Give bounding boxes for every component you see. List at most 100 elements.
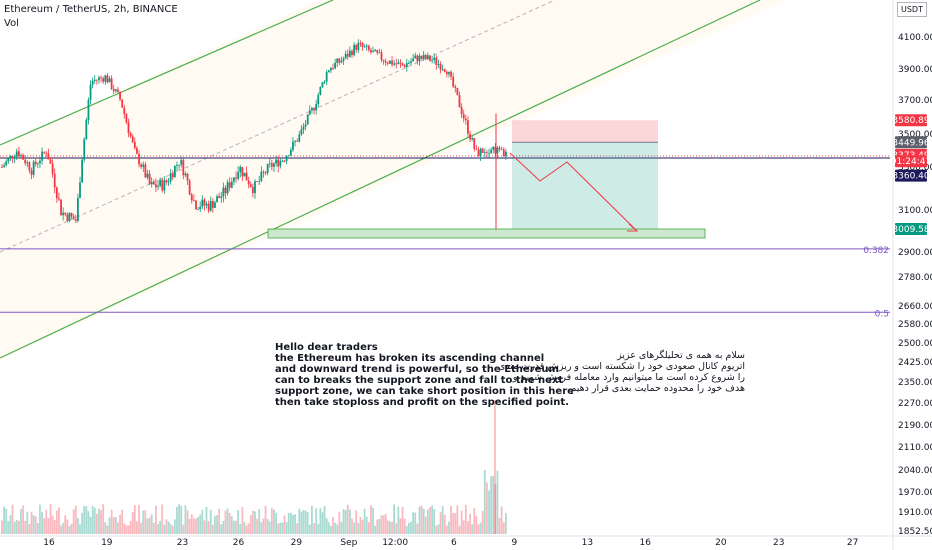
volume-bar	[426, 509, 429, 534]
volume-bar	[359, 516, 362, 534]
candle-body	[391, 60, 393, 65]
volume-bar	[287, 513, 290, 534]
volume-bar	[129, 520, 132, 534]
volume-bar	[471, 524, 474, 534]
channel-fill	[0, 0, 786, 360]
candle-body	[218, 196, 221, 199]
volume-bar	[104, 522, 107, 534]
volume-bar	[119, 514, 121, 534]
candle-body	[58, 198, 60, 200]
candle-body	[157, 185, 159, 188]
volume-bar	[342, 509, 345, 534]
candle-body	[142, 164, 145, 167]
candle-body	[445, 71, 448, 75]
candle-body	[344, 53, 347, 59]
volume-bar	[89, 516, 92, 534]
candle-body	[28, 162, 31, 171]
price-tick-label: 3100.00	[898, 206, 932, 216]
volume-bar	[121, 509, 124, 534]
volume-bar	[467, 521, 469, 534]
volume-bar	[26, 511, 29, 534]
volume-bar	[243, 521, 246, 534]
candle-body	[11, 155, 14, 159]
time-tick-label: 9	[512, 538, 518, 548]
candle-body	[355, 45, 358, 50]
candle-body	[424, 54, 427, 60]
candle-body	[467, 120, 469, 134]
volume-bar	[70, 523, 73, 534]
candle-body	[346, 53, 349, 57]
currency-selector[interactable]: USDT	[897, 2, 927, 17]
candle-body	[268, 163, 271, 164]
volume-bar	[420, 505, 423, 534]
price-tick-label: 2270.00	[898, 399, 932, 409]
volume-bar	[22, 505, 24, 534]
candle-body	[197, 209, 199, 210]
candle-body	[148, 173, 151, 185]
volume-bar	[408, 522, 410, 534]
volume-bar	[45, 509, 48, 534]
volume-bar	[300, 511, 303, 534]
volume-bar	[382, 515, 385, 534]
volume-bar	[279, 522, 282, 534]
volume-bar	[55, 510, 58, 534]
volume-bar	[251, 510, 254, 534]
price-badge-label: 3580.89	[892, 116, 929, 126]
candle-body	[205, 203, 208, 206]
time-tick-label: 26	[233, 538, 245, 548]
candle-body	[77, 197, 79, 221]
volume-bar	[431, 505, 433, 534]
candle-body	[313, 108, 315, 111]
candle-body	[376, 49, 379, 53]
candle-body	[224, 187, 227, 194]
candle-body	[95, 79, 98, 81]
candle-body	[264, 172, 267, 174]
candle-body	[245, 172, 248, 181]
volume-bar	[100, 510, 102, 534]
fib-level-label: 0.5	[875, 309, 889, 319]
volume-bar	[308, 524, 311, 534]
candle-body	[403, 65, 406, 68]
volume-bar	[281, 522, 284, 534]
candle-body	[492, 147, 495, 150]
candle-body	[416, 55, 419, 62]
english-note-line: and downward trend is powerful, so the E…	[275, 364, 559, 375]
candle-body	[62, 212, 65, 216]
candle-body	[68, 213, 71, 222]
candle-body	[296, 140, 299, 142]
volume-indicator-label[interactable]: Vol	[4, 18, 19, 29]
time-tick-label: 20	[715, 538, 727, 548]
volume-bar	[410, 521, 412, 534]
volume-bar	[203, 520, 206, 534]
candle-body	[72, 216, 75, 220]
volume-bar	[93, 507, 96, 534]
english-analysis-note: Hello dear traders the Ethereum has broke…	[275, 342, 574, 408]
volume-bar	[386, 520, 389, 534]
volume-bar	[68, 525, 71, 534]
candle-body	[47, 153, 50, 160]
candle-body	[127, 122, 130, 133]
volume-bar	[346, 504, 349, 534]
volume-bar	[254, 511, 256, 534]
candle-body	[89, 84, 92, 100]
volume-bar	[15, 519, 18, 534]
volume-bar	[201, 509, 204, 534]
volume-bar	[224, 510, 227, 534]
candle-body	[287, 155, 290, 157]
candle-body	[150, 181, 153, 185]
candle-body	[426, 55, 429, 60]
candle-body	[207, 203, 210, 211]
candle-body	[435, 57, 438, 65]
volume-bar	[273, 509, 275, 534]
volume-bar	[247, 523, 250, 534]
volume-bar	[13, 521, 16, 534]
volume-bar	[464, 504, 467, 534]
candle-body	[334, 62, 337, 69]
volume-bar	[245, 525, 248, 534]
volume-bar	[365, 516, 368, 534]
candle-body	[32, 161, 35, 175]
volume-bar	[292, 514, 294, 534]
volume-bar	[140, 522, 143, 534]
price-tick-label: 1970.00	[898, 488, 932, 498]
